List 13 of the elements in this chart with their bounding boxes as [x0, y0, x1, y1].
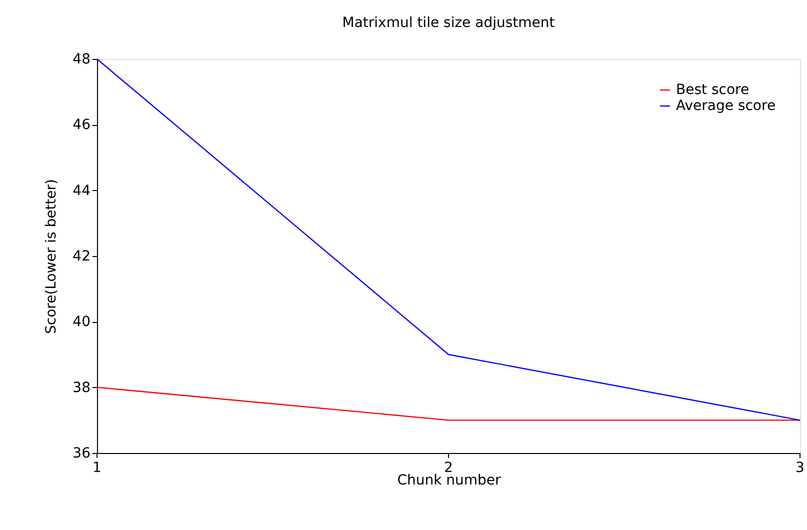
y-tick-label: 46: [72, 117, 91, 134]
legend-label: Best score: [676, 82, 750, 98]
x-tick-label: 3: [796, 460, 804, 476]
y-tick-label: 44: [72, 182, 91, 199]
y-axis-title: Score(Lower is better): [44, 178, 60, 334]
y-tick-label: 42: [72, 248, 90, 264]
y-tick-label: 36: [72, 446, 91, 462]
x-tick-label: 1: [92, 460, 102, 476]
legend-label: Average score: [676, 98, 776, 114]
y-tick-label: 48: [72, 52, 90, 68]
chart-title: Matrixmul tile size adjustment: [342, 15, 556, 31]
y-tick-label: 38: [72, 380, 90, 396]
y-tick-label: 40: [72, 314, 90, 330]
